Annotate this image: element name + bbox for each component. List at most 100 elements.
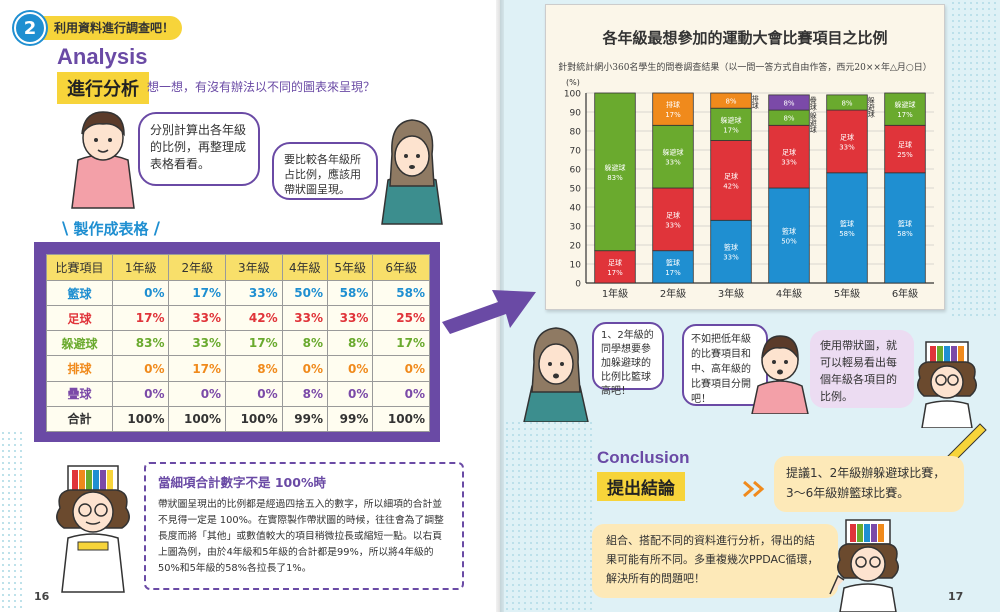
bar-value-label: 33% <box>839 143 855 151</box>
conclusion-statement: 提議1、2年級辦躲避球比賽，3～6年級辦籃球比賽。 <box>774 456 964 512</box>
table-cell: 0% <box>111 355 170 382</box>
bar-series-name-label: 躲避球 <box>663 148 684 157</box>
bar-segment <box>710 107 752 141</box>
bar-series-name-label: 躲避球 <box>895 100 916 109</box>
bar-side-label: 躲避球 <box>867 96 875 118</box>
analysis-question: 想一想，有沒有辦法以不同的圖表來呈現？ <box>147 80 376 94</box>
y-tick-label: 60 <box>570 166 582 176</box>
ratio-table: 比賽項目 1年級 2年級 3年級 4年級 5年級 6年級 籃球 0% 17% 33% 5… <box>46 254 430 433</box>
note-body: 帶狀圖呈現出的比例都是經過四捨五入的數字，所以細項的合計並不見得一定是 100%… <box>158 499 444 574</box>
bar-series-name-label: 籃球 <box>782 227 796 236</box>
x-tick-label: 5年級 <box>834 287 860 300</box>
bar-value-label: 58% <box>897 230 913 238</box>
bar-series-name-label: 足球 <box>724 171 738 180</box>
bar-value-label: 33% <box>665 159 681 167</box>
bubble-text: 不如把低年級的比賽項目和中、高年級的比賽項目分開吧！ <box>691 334 751 405</box>
table-row: 籃球 0% 17% 33% 50% 58% 58% <box>46 279 430 307</box>
table-cell: 99% <box>281 405 329 433</box>
conclusion-heading: Conclusion <box>597 448 690 467</box>
step-title: 利用資料進行調查吧！ <box>54 21 175 35</box>
bar-segment <box>884 92 926 126</box>
speech-bubble-boy-left: 分別計算出各年級的比例，再整理成表格看看。 <box>138 112 260 186</box>
y-axis-label: (%) <box>566 78 580 87</box>
stacked-bar-chart: 0 10 20 30 40 50 60 70 80 90 100 (%) 足球 17% 躲避球 83% 1年級 籃… <box>564 78 934 300</box>
bar-series-name-label: 足球 <box>782 148 796 157</box>
table-row: 躲避球 83% 33% 17% 8% 8% 17% <box>46 330 430 357</box>
bar-segment <box>710 219 752 284</box>
chart-board: 各年級最想參加的運動大會比賽項目之比例 針對統計網小360名學生的問卷調查結果（… <box>545 4 945 310</box>
y-tick-label: 70 <box>570 147 582 157</box>
bar-series-name-label: 躲避球 <box>605 163 626 172</box>
chevron-right-icon <box>743 480 765 498</box>
bar-segment <box>884 124 926 174</box>
analysis-heading: Analysis <box>57 44 148 69</box>
bar-segment <box>652 92 694 126</box>
bar-series-name-label: 籃球 <box>666 258 680 267</box>
table-cell: 100% <box>111 405 170 433</box>
chart-title: 各年級最想參加的運動大會比賽項目之比例 <box>602 29 888 47</box>
y-tick-label: 80 <box>570 128 582 138</box>
table-cell: 33% <box>225 279 283 307</box>
bar-segment <box>710 92 752 109</box>
table-cell: 0% <box>111 380 170 407</box>
speech-bubble-boy-right: 不如把低年級的比賽項目和中、高年級的比賽項目分開吧！ <box>682 324 768 406</box>
table-cell: 25% <box>372 305 430 332</box>
table-cell: 33% <box>326 305 374 332</box>
teacher-character-right-bottom <box>829 519 899 612</box>
speech-bubble-teacher-right: 使用帶狀圖，就可以輕易看出每個年級各項目的比例。 <box>810 330 914 408</box>
table-title-text: 製作成表格 <box>73 220 149 238</box>
table-cell: 8% <box>281 380 329 407</box>
bar-segment <box>652 250 694 284</box>
bar-segment <box>652 187 694 252</box>
table-header-cell: 1年級 <box>111 254 170 281</box>
table-cell: 0% <box>326 355 374 382</box>
bar-series-name-label: 足球 <box>898 140 912 149</box>
bubble-text: 要比較各年級所占比例，應該用帶狀圖呈現。 <box>284 153 361 196</box>
table-cell: 83% <box>111 330 170 357</box>
table-header-cell: 2年級 <box>168 254 227 281</box>
bar-value-label: 8% <box>841 100 852 108</box>
table-cell: 17% <box>168 279 227 307</box>
table-cell: 0% <box>225 380 283 407</box>
y-tick-label: 40 <box>570 204 582 214</box>
bubble-text: 1、2年級的同學想要參加躲避球的比例比籃球高吧！ <box>601 330 654 397</box>
boy-character-left <box>71 111 135 209</box>
x-tick-label: 1年級 <box>602 287 628 300</box>
bar-value-label: 8% <box>783 100 794 108</box>
combine-note: 組合、搭配不同的資料進行分析，得出的結果可能有所不同。多重複幾次PPDAC循環，… <box>592 524 838 598</box>
table-cell: 100% <box>372 405 430 433</box>
speech-bubble-girl-right: 1、2年級的同學想要參加躲避球的比例比籃球高吧！ <box>592 322 664 397</box>
table-row: 足球 17% 33% 42% 33% 33% 25% <box>46 305 430 332</box>
bar-value-label: 17% <box>665 111 681 119</box>
table-cell: 0% <box>168 380 227 407</box>
bar-series-name-label: 足球 <box>666 210 680 219</box>
x-tick-label: 2年級 <box>660 287 686 300</box>
bar-segment <box>710 140 752 221</box>
table-row-label: 籃球 <box>46 279 113 307</box>
bar-segment <box>826 172 868 284</box>
table-cell: 50% <box>281 279 329 307</box>
bar-value-label: 83% <box>607 174 623 182</box>
bar-segment <box>826 94 868 111</box>
step-number-badge: 2 <box>14 12 46 44</box>
bar-side-label: 排球 <box>751 94 759 109</box>
table-row: 排球 0% 17% 8% 0% 0% 0% <box>46 355 430 382</box>
teacher-character-left <box>56 465 130 593</box>
bar-segment <box>884 172 926 284</box>
note-title: 當細項合計數字不是 100%時 <box>158 475 326 490</box>
bar-series-name-label: 籃球 <box>898 219 912 228</box>
bar-segment <box>594 250 636 284</box>
table-cell: 17% <box>111 305 170 332</box>
dot-pattern-left-edge <box>0 430 24 610</box>
table-cell: 33% <box>168 305 227 332</box>
arrow-right-icon <box>442 290 536 334</box>
y-tick-label: 90 <box>570 109 582 119</box>
table-row-label: 足球 <box>46 305 113 332</box>
bar-series-name-label: 籃球 <box>724 243 738 252</box>
bar-value-label: 33% <box>781 159 797 167</box>
y-tick-label: 10 <box>570 261 582 271</box>
table-cell: 8% <box>225 355 283 382</box>
table-cell: 58% <box>372 279 430 307</box>
speech-bubble-girl-left: 要比較各年級所占比例，應該用帶狀圖呈現。 <box>272 142 378 200</box>
ratio-table-frame: 比賽項目 1年級 2年級 3年級 4年級 5年級 6年級 籃球 0% 17% 33% 5… <box>34 242 440 442</box>
